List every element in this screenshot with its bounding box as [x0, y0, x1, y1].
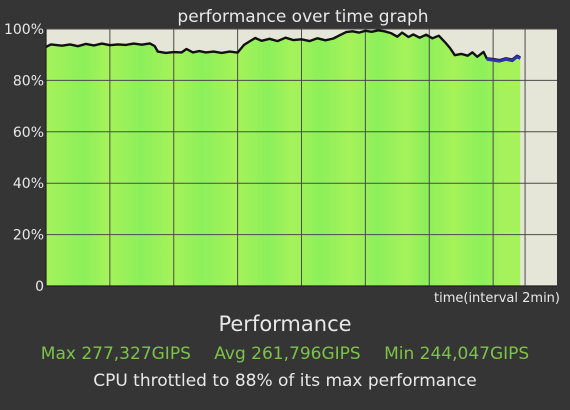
throttle-status: CPU throttled to 88% of its max performa…	[93, 371, 477, 391]
performance-line	[45, 29, 521, 62]
performance-heading: Performance	[218, 312, 352, 336]
performance-area	[46, 30, 521, 286]
avg-performance: Avg 261,796GIPS	[214, 344, 361, 364]
y-tick-label: 20%	[13, 228, 44, 244]
y-tick-label: 100%	[4, 22, 44, 38]
y-tick-label: 60%	[13, 125, 44, 141]
y-tick-label: 0	[35, 279, 44, 295]
performance-chart: performance over time graph 0 20% 40% 60% 80%…	[4, 7, 560, 305]
throttle-line	[486, 54, 522, 63]
x-axis-label: time(interval 2min)	[434, 291, 560, 305]
y-tick-label: 40%	[13, 176, 44, 192]
chart-title: performance over time graph	[177, 7, 428, 27]
min-performance: Min 244,047GIPS	[384, 344, 530, 364]
y-tick-label: 80%	[13, 73, 44, 89]
performance-stats: Max 277,327GIPS Avg 261,796GIPS Min 244,…	[0, 344, 570, 364]
max-performance: Max 277,327GIPS	[40, 344, 191, 364]
